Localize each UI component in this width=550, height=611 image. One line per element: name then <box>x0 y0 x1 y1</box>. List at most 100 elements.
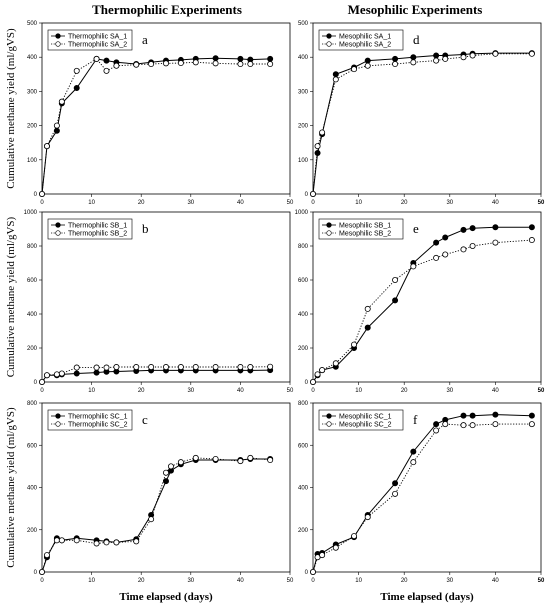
y-tick-label: 0 <box>34 570 38 576</box>
data-point <box>460 246 467 253</box>
y-tick-label: 1000 <box>295 210 309 216</box>
panel-letter: b <box>142 221 149 236</box>
data-point <box>58 370 65 377</box>
y-tick-label: 500 <box>298 21 309 27</box>
data-point <box>332 76 339 83</box>
data-point <box>177 364 184 371</box>
series-line <box>312 423 532 573</box>
series-line <box>312 53 532 195</box>
x-tick-label: 30 <box>187 388 194 394</box>
plot-frame <box>41 22 291 195</box>
y-axis-label: Cumulative methane yield (ml/gVS) <box>5 28 17 189</box>
legend-entry: Thermophilic SC_2 <box>68 421 128 428</box>
data-point <box>460 412 467 419</box>
data-point <box>192 59 199 66</box>
y-tick-label: 200 <box>298 124 309 130</box>
data-point <box>364 62 371 69</box>
legend-marker <box>326 230 332 236</box>
y-tick-label: 0 <box>305 380 309 386</box>
column-title-mesophilic: Mesophilic Experiments <box>348 2 483 17</box>
data-point <box>332 71 339 78</box>
x-tick-label: 10 <box>355 200 362 206</box>
series-line <box>312 226 532 383</box>
data-point <box>492 411 499 418</box>
data-point <box>103 57 110 64</box>
legend-box <box>47 29 133 51</box>
series-line <box>41 58 271 195</box>
y-tick-label: 400 <box>298 55 309 61</box>
data-point <box>93 369 100 376</box>
legend-entry: Thermophilic SC_1 <box>68 413 128 420</box>
x-tick-label: 20 <box>138 200 145 206</box>
plot-frame <box>312 22 542 195</box>
data-point <box>162 60 169 67</box>
legend-marker <box>326 222 332 228</box>
data-point <box>309 569 316 576</box>
x-tick-label: 40 <box>492 388 499 394</box>
series-2 <box>39 55 274 197</box>
x-tick-label: 40 <box>237 200 244 206</box>
y-tick-label: 0 <box>305 192 309 198</box>
panel-f: 0 10 20 30 40 50 0 200 400 600 800 Time elapsed (da… <box>298 401 545 603</box>
data-point <box>148 364 155 371</box>
data-point <box>392 276 399 283</box>
y-tick-label: 100 <box>27 158 38 164</box>
data-point <box>364 514 371 521</box>
panel-c: 0 10 20 30 40 50 0 200 400 600 800 Cumulative metha… <box>5 401 294 603</box>
y-tick-label: 500 <box>27 21 38 27</box>
data-point <box>410 459 417 466</box>
y-tick-label: 400 <box>27 486 38 492</box>
data-point <box>433 239 440 246</box>
data-point <box>93 540 100 547</box>
x-tick-label: 0 <box>311 578 315 584</box>
panel-letter: a <box>142 32 148 47</box>
data-point <box>392 55 399 62</box>
y-axis-label: Cumulative methane yield (ml/gVS) <box>5 216 17 377</box>
data-point <box>247 61 254 68</box>
legend-box <box>318 409 404 431</box>
data-point <box>58 98 65 105</box>
data-point <box>43 143 50 150</box>
data-point <box>528 50 535 57</box>
data-point <box>314 371 321 378</box>
x-tick-label: 40 <box>237 578 244 584</box>
data-point <box>528 224 535 231</box>
series-1 <box>309 411 535 576</box>
data-point <box>319 367 326 374</box>
data-point <box>433 52 440 59</box>
y-tick-label: 800 <box>298 401 309 407</box>
legend-marker <box>55 222 61 228</box>
data-point <box>237 364 244 371</box>
x-tick-label: 0 <box>40 200 44 206</box>
x-tick-label: 40 <box>492 578 499 584</box>
data-point <box>53 537 60 544</box>
x-tick-label: 10 <box>88 578 95 584</box>
data-point <box>73 537 80 544</box>
data-point <box>113 62 120 69</box>
y-tick-label: 200 <box>298 346 309 352</box>
data-point <box>433 421 440 428</box>
y-axis-label: Cumulative methane yield (ml/gVS) <box>5 407 17 568</box>
series-line <box>41 57 271 195</box>
y-tick-label: 0 <box>34 380 38 386</box>
data-point <box>148 61 155 68</box>
legend-entry: Mesophilic SA_1 <box>339 33 391 40</box>
series-line <box>312 414 532 573</box>
series-1 <box>39 455 274 576</box>
series-2 <box>309 421 535 576</box>
data-point <box>351 341 358 348</box>
y-tick-label: 200 <box>298 528 309 534</box>
x-tick-label: 10 <box>355 578 362 584</box>
data-point <box>212 364 219 371</box>
series-line <box>41 458 271 573</box>
data-point <box>364 305 371 312</box>
data-point <box>410 263 417 270</box>
data-point <box>314 143 321 150</box>
y-tick-label: 400 <box>27 55 38 61</box>
y-tick-label: 1000 <box>24 210 38 216</box>
legend-entry: Thermophilic SB_2 <box>68 230 127 237</box>
x-tick-label: 30 <box>446 200 453 206</box>
data-point <box>332 360 339 367</box>
